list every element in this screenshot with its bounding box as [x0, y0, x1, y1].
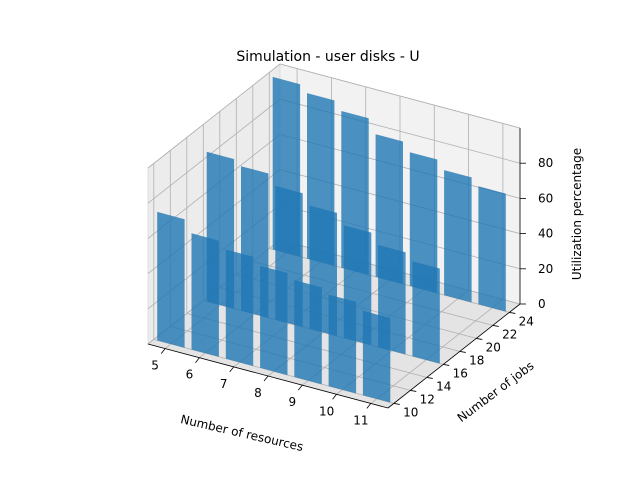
- x-axis-label: Number of resources: [179, 412, 304, 454]
- x-tick-label: 11: [353, 413, 368, 427]
- bars: [157, 76, 506, 403]
- x-tick-label: 5: [151, 359, 159, 373]
- x-tick-label: 7: [220, 377, 228, 391]
- bar: [260, 265, 288, 376]
- y-tick-label: 18: [469, 353, 484, 367]
- x-tick: [195, 357, 200, 363]
- x-tick: [332, 394, 337, 400]
- y-tick-label: 16: [453, 366, 468, 380]
- bar: [191, 233, 219, 357]
- x-tick: [263, 375, 269, 382]
- z-tick-label: 40: [538, 227, 553, 241]
- bar: [157, 211, 185, 348]
- chart-title: Simulation - user disks - U: [236, 49, 419, 65]
- y-tick-label: 20: [486, 340, 501, 354]
- y-tick: [459, 351, 466, 353]
- x-tick: [229, 366, 235, 373]
- z-gridline: [147, 63, 521, 169]
- z-tick-label: 20: [538, 262, 553, 276]
- bar: [225, 249, 254, 366]
- x-tick: [160, 348, 166, 354]
- bar: [444, 170, 472, 303]
- bar: [362, 310, 391, 403]
- z-tick-label: 60: [538, 191, 553, 205]
- z-tick-label: 0: [538, 297, 546, 311]
- y-tick: [426, 377, 433, 379]
- x-tick-label: 10: [319, 404, 334, 418]
- bar: [412, 261, 440, 364]
- y-tick: [476, 338, 483, 340]
- y-tick-label: 24: [519, 314, 534, 328]
- y-tick-label: 22: [502, 327, 517, 341]
- bar: [478, 186, 506, 312]
- x-tick-label: 8: [254, 386, 262, 400]
- y-tick: [509, 312, 516, 314]
- bar: [328, 294, 357, 394]
- bar: [294, 280, 322, 385]
- x-tick-label: 6: [186, 368, 194, 382]
- y-tick-label: 12: [420, 392, 435, 406]
- y-tick: [492, 325, 499, 327]
- y-tick: [443, 364, 450, 366]
- x-tick-label: 9: [288, 395, 296, 409]
- y-tick-label: 14: [436, 379, 451, 393]
- x-tick: [297, 384, 303, 391]
- z-tick-label: 80: [538, 156, 553, 170]
- y-axis-line: [387, 303, 521, 409]
- y-tick-label: 10: [403, 405, 418, 419]
- y-tick: [393, 403, 400, 405]
- y-tick: [410, 390, 417, 392]
- x-tick: [366, 403, 372, 409]
- bar: [409, 152, 438, 294]
- z-axis-label: Utilization percentage: [570, 148, 584, 280]
